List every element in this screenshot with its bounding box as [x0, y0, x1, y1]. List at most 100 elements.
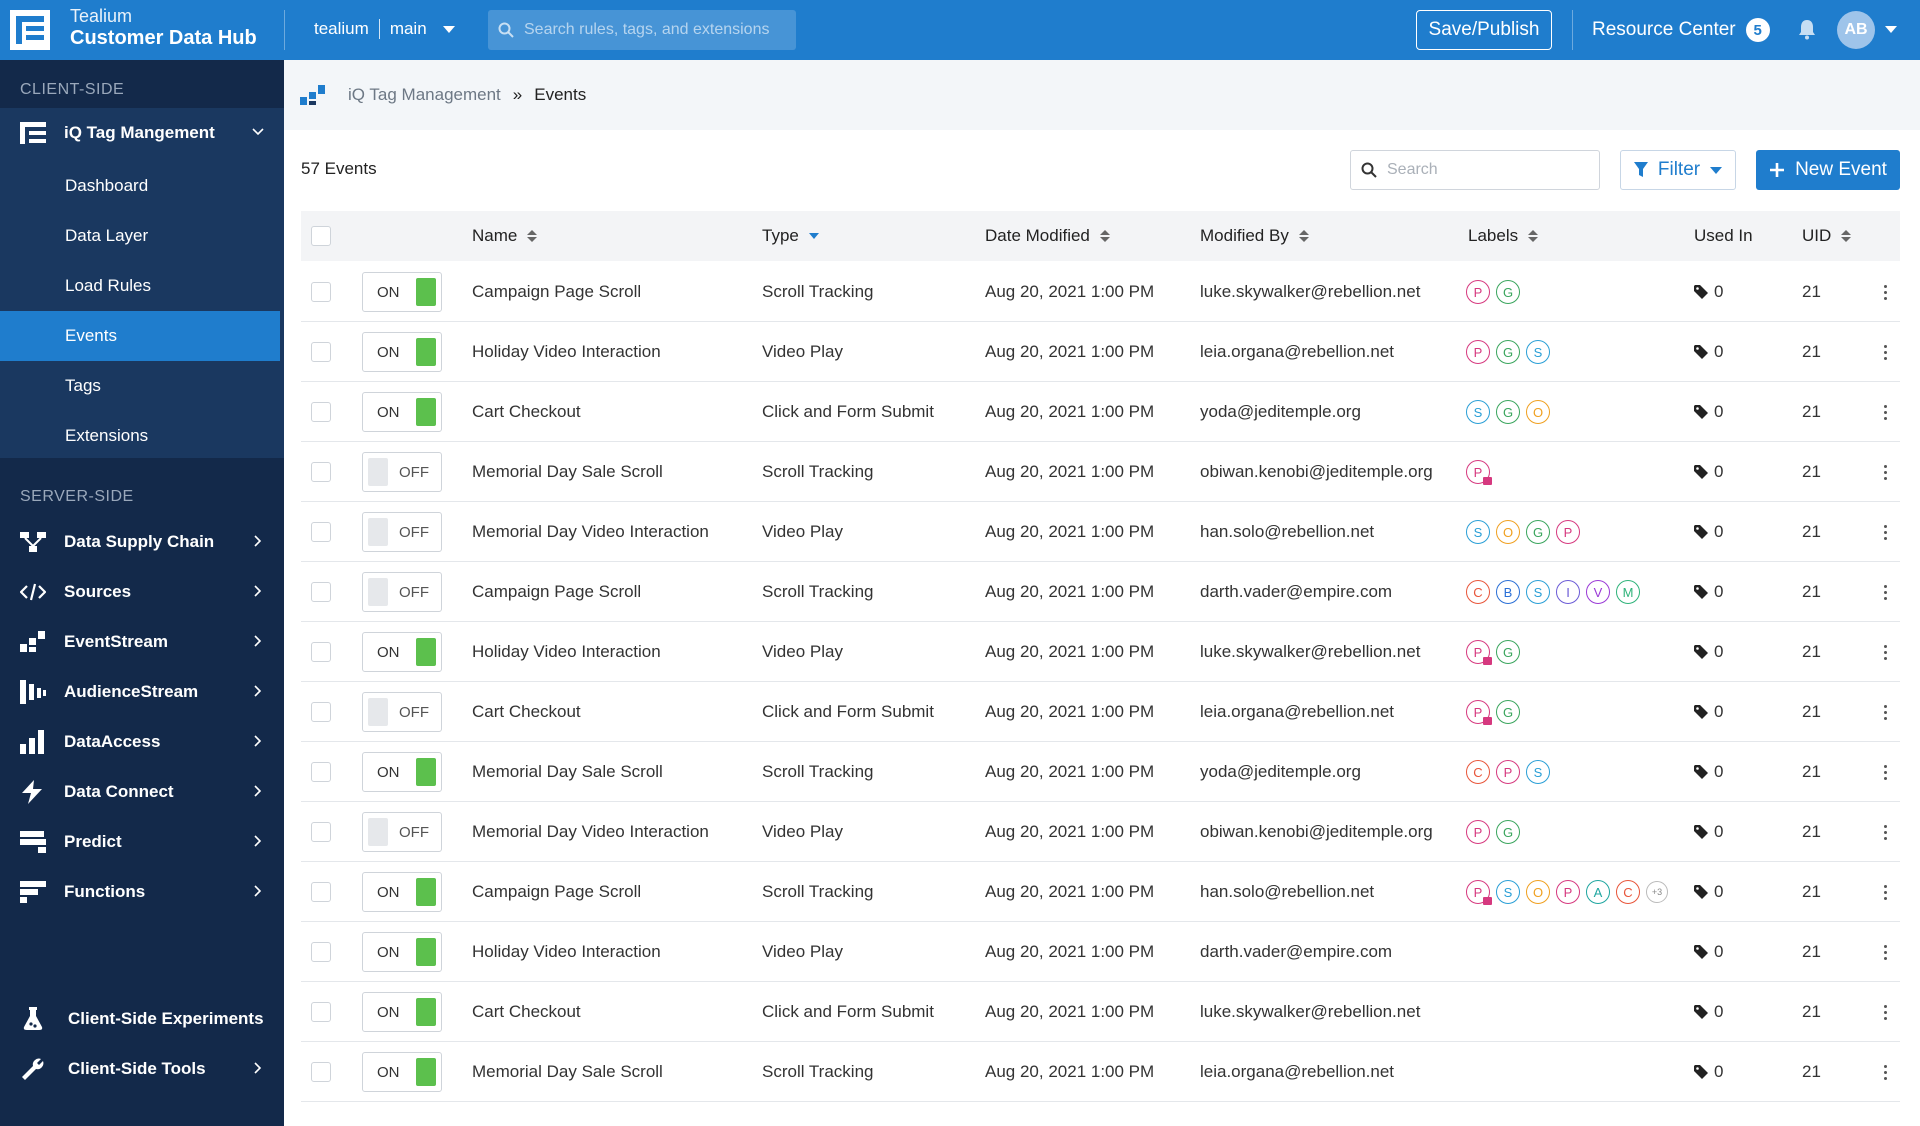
used-in-cell[interactable]: 0 — [1694, 582, 1723, 602]
status-toggle[interactable]: ON — [362, 932, 442, 972]
event-name[interactable]: Memorial Day Sale Scroll — [472, 1062, 663, 1081]
tealium-logo-icon[interactable] — [10, 10, 50, 50]
row-checkbox[interactable] — [311, 582, 331, 602]
table-row[interactable]: ON Holiday Video Interaction Video Play Aug… — [301, 622, 1900, 682]
label-badge[interactable]: C — [1616, 880, 1640, 904]
row-actions-kebab-icon[interactable] — [1884, 944, 1887, 960]
column-header-name[interactable]: Name — [472, 211, 538, 261]
sidebar-item-client-side-tools[interactable]: Client-Side Tools — [0, 1044, 284, 1094]
row-checkbox[interactable] — [311, 882, 331, 902]
sidebar-item-data-layer[interactable]: Data Layer — [65, 226, 149, 245]
row-checkbox[interactable] — [311, 402, 331, 422]
status-toggle[interactable]: ON — [362, 392, 442, 432]
row-checkbox[interactable] — [311, 462, 331, 482]
event-name[interactable]: Memorial Day Video Interaction — [472, 522, 709, 541]
new-event-button[interactable]: New Event — [1756, 150, 1900, 190]
label-badge[interactable]: G — [1526, 520, 1550, 544]
status-toggle[interactable]: OFF — [362, 812, 442, 852]
row-actions-kebab-icon[interactable] — [1884, 464, 1887, 480]
sidebar-item-functions[interactable]: Functions — [0, 867, 284, 917]
label-badge[interactable]: P — [1466, 820, 1490, 844]
row-checkbox[interactable] — [311, 762, 331, 782]
event-name[interactable]: Holiday Video Interaction — [472, 342, 661, 361]
label-badge[interactable]: S — [1526, 580, 1550, 604]
label-badge[interactable]: G — [1496, 820, 1520, 844]
used-in-cell[interactable]: 0 — [1694, 522, 1723, 542]
label-badge[interactable]: S — [1466, 400, 1490, 424]
table-row[interactable]: ON Campaign Page Scroll Scroll Tracking Aug… — [301, 862, 1900, 922]
row-actions-kebab-icon[interactable] — [1884, 584, 1887, 600]
event-name[interactable]: Cart Checkout — [472, 402, 581, 421]
row-actions-kebab-icon[interactable] — [1884, 404, 1887, 420]
column-header-type[interactable]: Type — [762, 211, 819, 261]
sidebar-item-tags[interactable]: Tags — [65, 376, 101, 395]
status-toggle[interactable]: ON — [362, 872, 442, 912]
status-toggle[interactable]: ON — [362, 272, 442, 312]
status-toggle[interactable]: ON — [362, 632, 442, 672]
used-in-cell[interactable]: 0 — [1694, 282, 1723, 302]
column-header-labels[interactable]: Labels — [1468, 211, 1539, 261]
sidebar-item-extensions[interactable]: Extensions — [65, 426, 149, 445]
used-in-cell[interactable]: 0 — [1694, 822, 1723, 842]
table-row[interactable]: OFF Memorial Day Video Interaction Video P… — [301, 502, 1900, 562]
select-all-checkbox[interactable] — [311, 226, 331, 246]
label-badge[interactable]: G — [1496, 700, 1520, 724]
label-badge-locked[interactable]: P — [1466, 700, 1492, 725]
event-name[interactable]: Cart Checkout — [472, 702, 581, 721]
label-badge[interactable]: C — [1466, 760, 1490, 784]
filter-button[interactable]: Filter — [1620, 150, 1736, 190]
used-in-cell[interactable]: 0 — [1694, 702, 1723, 722]
label-badge[interactable]: I — [1556, 580, 1580, 604]
row-actions-kebab-icon[interactable] — [1884, 284, 1887, 300]
event-name[interactable]: Memorial Day Sale Scroll — [472, 762, 663, 781]
label-badge[interactable]: S — [1526, 340, 1550, 364]
row-checkbox[interactable] — [311, 342, 331, 362]
event-name[interactable]: Cart Checkout — [472, 1002, 581, 1021]
resource-center-button[interactable]: Resource Center 5 — [1592, 18, 1770, 42]
row-checkbox[interactable] — [311, 822, 331, 842]
status-toggle[interactable]: OFF — [362, 692, 442, 732]
label-badge-locked[interactable]: P — [1466, 880, 1492, 905]
table-row[interactable]: ON Cart Checkout Click and Form Submit Aug … — [301, 982, 1900, 1042]
sidebar-item-data-connect[interactable]: Data Connect — [0, 767, 284, 817]
label-badge[interactable]: O — [1496, 520, 1520, 544]
user-avatar[interactable]: AB — [1837, 11, 1875, 49]
sidebar-item-sources[interactable]: Sources — [0, 567, 284, 617]
breadcrumb-parent-link[interactable]: iQ Tag Management — [348, 85, 501, 104]
label-badge-locked[interactable]: P — [1466, 640, 1492, 665]
label-badge[interactable]: G — [1496, 640, 1520, 664]
label-badge[interactable]: S — [1466, 520, 1490, 544]
table-row[interactable]: ON Campaign Page Scroll Scroll Tracking Aug… — [301, 262, 1900, 322]
label-badge[interactable]: P — [1496, 760, 1520, 784]
sidebar-item-client-side-experiments[interactable]: Client-Side Experiments — [0, 994, 284, 1044]
sidebar-item-dataaccess[interactable]: DataAccess — [0, 717, 284, 767]
status-toggle[interactable]: OFF — [362, 512, 442, 552]
label-badge[interactable]: M — [1616, 580, 1640, 604]
label-badge[interactable]: V — [1586, 580, 1610, 604]
label-badge[interactable]: B — [1496, 580, 1520, 604]
row-actions-kebab-icon[interactable] — [1884, 344, 1887, 360]
save-publish-button[interactable]: Save/Publish — [1416, 10, 1552, 50]
sidebar-item-predict[interactable]: Predict — [0, 817, 284, 867]
sidebar-item-data-supply-chain[interactable]: Data Supply Chain — [0, 517, 284, 567]
sidebar-item-load-rules[interactable]: Load Rules — [65, 276, 152, 295]
sidebar-item-audiencestream[interactable]: AudienceStream — [0, 667, 284, 717]
used-in-cell[interactable]: 0 — [1694, 1062, 1723, 1082]
used-in-cell[interactable]: 0 — [1694, 762, 1723, 782]
column-header-modified-by[interactable]: Modified By — [1200, 211, 1309, 261]
status-toggle[interactable]: OFF — [362, 452, 442, 492]
column-header-uid[interactable]: UID — [1802, 211, 1852, 261]
status-toggle[interactable]: ON — [362, 992, 442, 1032]
used-in-cell[interactable]: 0 — [1694, 942, 1723, 962]
label-badge[interactable]: O — [1526, 880, 1550, 904]
event-name[interactable]: Memorial Day Video Interaction — [472, 822, 709, 841]
row-checkbox[interactable] — [311, 642, 331, 662]
table-row[interactable]: OFF Campaign Page Scroll Scroll Tracking Au… — [301, 562, 1900, 622]
label-badge[interactable]: A — [1586, 880, 1610, 904]
chevron-down-icon[interactable] — [1885, 26, 1897, 33]
status-toggle[interactable]: OFF — [362, 572, 442, 612]
row-actions-kebab-icon[interactable] — [1884, 884, 1887, 900]
row-actions-kebab-icon[interactable] — [1884, 524, 1887, 540]
label-badge[interactable]: O — [1526, 400, 1550, 424]
label-badge[interactable]: S — [1526, 760, 1550, 784]
